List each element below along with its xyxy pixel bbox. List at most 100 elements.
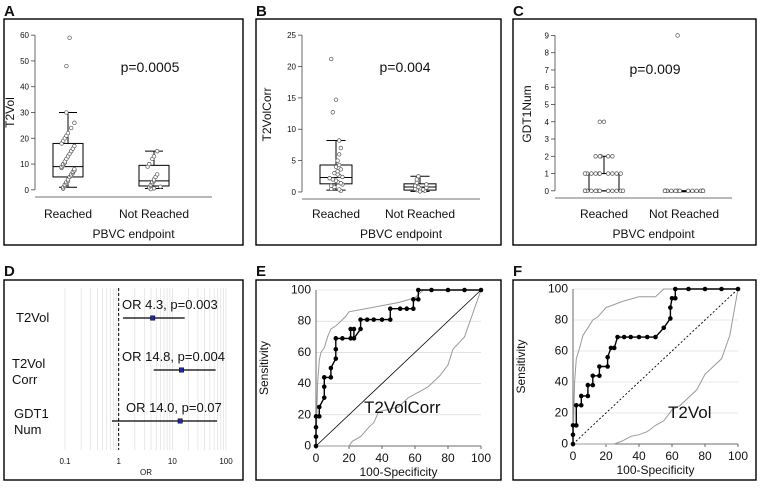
y-tick-label: 7 <box>545 66 550 75</box>
roc-point <box>371 317 377 322</box>
data-point <box>690 188 695 193</box>
roc-point <box>328 375 334 380</box>
x-tick-label: 100 <box>471 451 491 465</box>
y-tick-label: 50 <box>20 57 29 66</box>
data-point <box>72 120 77 125</box>
roc-point <box>570 423 576 428</box>
data-point <box>614 171 619 176</box>
roc-point <box>605 354 610 360</box>
roc-point <box>358 317 363 322</box>
data-point <box>337 138 342 143</box>
roc-point <box>313 414 319 419</box>
data-point <box>72 143 77 149</box>
roc-point <box>313 434 319 439</box>
y-tick-label: 0 <box>545 187 550 196</box>
data-point <box>610 171 615 176</box>
category-label: Reached <box>580 207 628 221</box>
roc-point <box>387 317 393 322</box>
panel-d: D <box>3 263 244 481</box>
data-point <box>694 188 699 193</box>
row-label: T2Vol <box>16 310 49 325</box>
panel-a: A <box>3 3 244 246</box>
y-tick-label: 6 <box>545 83 550 92</box>
y-tick-label: 5 <box>292 157 297 166</box>
data-point <box>675 33 680 38</box>
panel-f: F <box>512 263 757 481</box>
ci-lower-band <box>573 288 739 445</box>
roc-point <box>340 336 345 341</box>
roc-point <box>462 287 467 293</box>
data-point <box>673 188 678 193</box>
y-tick-label: 0 <box>25 186 30 195</box>
panel-letter-b: B <box>256 3 267 20</box>
roc-point <box>668 305 673 310</box>
y-tick-label: 3 <box>545 135 550 144</box>
data-point <box>416 174 421 179</box>
odds-ratio-annotation: OR 14.8, p=0.004 <box>122 349 225 364</box>
data-point <box>618 171 623 176</box>
y-axis-label: T2VolCorr <box>260 87 274 141</box>
data-point <box>589 188 594 193</box>
y-tick-label: 1 <box>545 170 550 179</box>
odds-ratio-point <box>177 418 183 424</box>
x-tick-label: 40 <box>632 449 646 463</box>
roc-t2volcorr: 0 20 40 60 80 100 0 20 40 60 80 100 100-Specificity S… <box>257 283 491 480</box>
y-axis-label: Sensitivity <box>514 339 528 393</box>
y-tick-label: 9 <box>545 31 550 40</box>
odds-ratio-point <box>179 367 184 373</box>
panel-c-frame <box>512 18 757 246</box>
y-tick-label: 10 <box>20 160 29 169</box>
y-tick-label: 20 <box>555 406 569 420</box>
y-tick-label: 100 <box>548 282 568 296</box>
roc-point <box>351 326 357 332</box>
data-point <box>593 188 598 193</box>
panel-b: B <box>255 3 502 246</box>
data-point <box>338 145 343 151</box>
roc-point <box>321 395 327 400</box>
p-value-annotation: p=0.0005 <box>121 59 180 75</box>
roc-point <box>416 287 421 293</box>
chart-title: T2VolCorr <box>364 398 441 417</box>
data-point <box>677 188 682 193</box>
roc-point <box>313 424 319 430</box>
y-tick-label: 4 <box>545 118 550 127</box>
panel-a-frame <box>3 18 244 246</box>
roc-point <box>317 414 322 419</box>
roc-point <box>673 296 678 301</box>
data-point <box>610 188 615 193</box>
data-point <box>158 184 163 189</box>
roc-point <box>590 373 596 379</box>
data-point <box>69 125 74 131</box>
data-point <box>337 152 342 157</box>
forest-plot: 0.1 1 10 100 OR OR 4.3, p=0.003 T2Vol OR 14.8, … <box>12 288 233 477</box>
roc-point <box>351 336 357 341</box>
x-tick-label: 100 <box>219 457 233 466</box>
data-point <box>597 188 602 193</box>
x-axis-label: PBVC endpoint <box>612 227 695 241</box>
roc-point <box>348 336 353 341</box>
y-tick-label: 40 <box>555 375 569 389</box>
y-tick-label: 2 <box>545 152 550 161</box>
data-point <box>582 171 588 176</box>
roc-point <box>608 345 614 351</box>
data-point <box>606 188 611 193</box>
roc-point <box>597 364 602 369</box>
roc-point <box>397 306 403 312</box>
x-tick-label: 80 <box>441 451 455 465</box>
y-axis-label: GDT1Num <box>520 85 534 142</box>
data-point <box>329 183 334 188</box>
data-point <box>64 110 69 115</box>
roc-point <box>445 287 451 293</box>
category-label: Reached <box>312 207 360 221</box>
data-point <box>151 186 157 191</box>
panel-letter-c: C <box>513 3 524 20</box>
y-tick-label: 0 <box>292 188 297 197</box>
p-value-annotation: p=0.004 <box>380 59 431 75</box>
x-axis-label: 100-Specificity <box>616 463 694 477</box>
y-tick-label: 20 <box>20 134 29 143</box>
y-tick-label: 60 <box>298 345 312 359</box>
roc-point <box>429 287 434 293</box>
data-point <box>593 154 598 159</box>
row-label: GDT1 Num <box>14 406 49 437</box>
data-point <box>601 119 607 124</box>
